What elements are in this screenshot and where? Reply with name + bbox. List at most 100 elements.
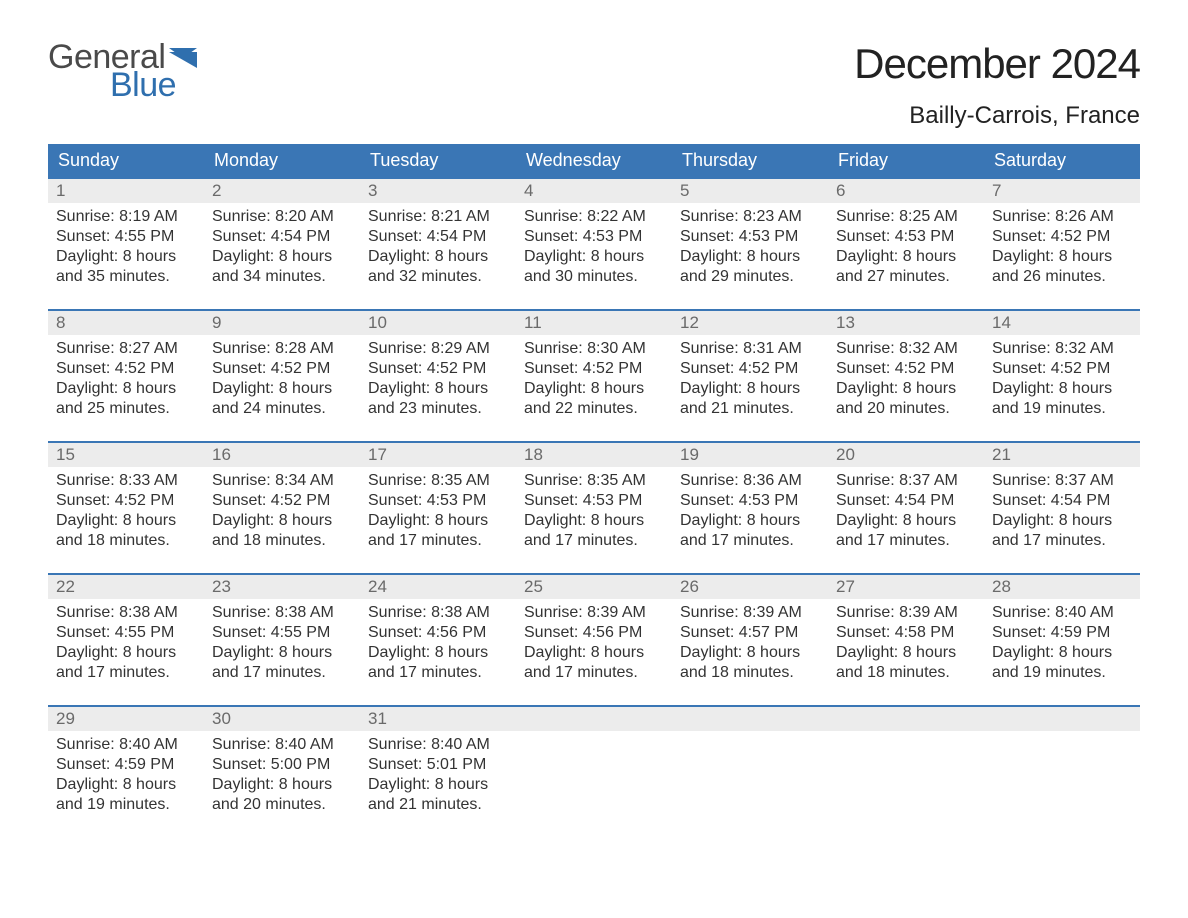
sunrise-text: Sunrise: 8:32 AM — [992, 339, 1132, 359]
weekday-header: Tuesday — [360, 144, 516, 178]
day-cell: Sunrise: 8:40 AMSunset: 4:59 PMDaylight:… — [984, 599, 1140, 706]
day-number-cell: 24 — [360, 574, 516, 599]
sunset-text: Sunset: 4:55 PM — [56, 623, 196, 643]
sunrise-text: Sunrise: 8:37 AM — [836, 471, 976, 491]
day-number-cell: 3 — [360, 178, 516, 203]
sunset-text: Sunset: 4:54 PM — [992, 491, 1132, 511]
calendar-table: Sunday Monday Tuesday Wednesday Thursday… — [48, 144, 1140, 837]
day-cell: Sunrise: 8:33 AMSunset: 4:52 PMDaylight:… — [48, 467, 204, 574]
weekday-header: Saturday — [984, 144, 1140, 178]
daylight-text: Daylight: 8 hours and 18 minutes. — [56, 511, 196, 551]
day-number-cell: 23 — [204, 574, 360, 599]
day-cell: Sunrise: 8:26 AMSunset: 4:52 PMDaylight:… — [984, 203, 1140, 310]
day-cell: Sunrise: 8:39 AMSunset: 4:57 PMDaylight:… — [672, 599, 828, 706]
day-cell: Sunrise: 8:37 AMSunset: 4:54 PMDaylight:… — [828, 467, 984, 574]
sunrise-text: Sunrise: 8:30 AM — [524, 339, 664, 359]
day-number-cell: 18 — [516, 442, 672, 467]
sunrise-text: Sunrise: 8:26 AM — [992, 207, 1132, 227]
day-cell: Sunrise: 8:28 AMSunset: 4:52 PMDaylight:… — [204, 335, 360, 442]
day-number-cell: 9 — [204, 310, 360, 335]
day-cell — [516, 731, 672, 837]
sunset-text: Sunset: 4:56 PM — [368, 623, 508, 643]
daylight-text: Daylight: 8 hours and 17 minutes. — [368, 643, 508, 683]
day-cell: Sunrise: 8:25 AMSunset: 4:53 PMDaylight:… — [828, 203, 984, 310]
sunrise-text: Sunrise: 8:27 AM — [56, 339, 196, 359]
day-number-cell: 15 — [48, 442, 204, 467]
daylight-text: Daylight: 8 hours and 19 minutes. — [992, 643, 1132, 683]
daynum-row: 22232425262728 — [48, 574, 1140, 599]
daylight-text: Daylight: 8 hours and 19 minutes. — [56, 775, 196, 815]
day-cell: Sunrise: 8:22 AMSunset: 4:53 PMDaylight:… — [516, 203, 672, 310]
day-number-cell: 22 — [48, 574, 204, 599]
day-number-cell: 29 — [48, 706, 204, 731]
day-number-cell: 27 — [828, 574, 984, 599]
day-number-cell: 25 — [516, 574, 672, 599]
sunrise-text: Sunrise: 8:39 AM — [836, 603, 976, 623]
day-number-cell: 31 — [360, 706, 516, 731]
sunset-text: Sunset: 4:57 PM — [680, 623, 820, 643]
sunset-text: Sunset: 4:55 PM — [56, 227, 196, 247]
daylight-text: Daylight: 8 hours and 30 minutes. — [524, 247, 664, 287]
day-cell: Sunrise: 8:31 AMSunset: 4:52 PMDaylight:… — [672, 335, 828, 442]
sunrise-text: Sunrise: 8:34 AM — [212, 471, 352, 491]
sunset-text: Sunset: 4:54 PM — [368, 227, 508, 247]
day-number-cell: 28 — [984, 574, 1140, 599]
daynum-row: 293031 — [48, 706, 1140, 731]
sunset-text: Sunset: 4:52 PM — [56, 359, 196, 379]
day-number-cell: 5 — [672, 178, 828, 203]
day-cell: Sunrise: 8:32 AMSunset: 4:52 PMDaylight:… — [828, 335, 984, 442]
day-cell: Sunrise: 8:23 AMSunset: 4:53 PMDaylight:… — [672, 203, 828, 310]
day-cell: Sunrise: 8:40 AMSunset: 4:59 PMDaylight:… — [48, 731, 204, 837]
day-number-cell: 7 — [984, 178, 1140, 203]
day-cell: Sunrise: 8:38 AMSunset: 4:55 PMDaylight:… — [204, 599, 360, 706]
daylight-text: Daylight: 8 hours and 17 minutes. — [212, 643, 352, 683]
day-cell: Sunrise: 8:40 AMSunset: 5:01 PMDaylight:… — [360, 731, 516, 837]
daylight-text: Daylight: 8 hours and 27 minutes. — [836, 247, 976, 287]
day-number-cell — [516, 706, 672, 731]
sunrise-text: Sunrise: 8:29 AM — [368, 339, 508, 359]
day-number-cell: 17 — [360, 442, 516, 467]
sunrise-text: Sunrise: 8:36 AM — [680, 471, 820, 491]
daylight-text: Daylight: 8 hours and 17 minutes. — [836, 511, 976, 551]
daylight-text: Daylight: 8 hours and 17 minutes. — [992, 511, 1132, 551]
weekday-header: Monday — [204, 144, 360, 178]
week-row: Sunrise: 8:40 AM Sunset: 4:59 PMDaylight:… — [48, 731, 1140, 837]
sunset-text: Sunset: 4:52 PM — [680, 359, 820, 379]
location: Bailly-Carrois, France — [854, 102, 1140, 130]
day-number-cell: 1 — [48, 178, 204, 203]
day-cell: Sunrise: 8:38 AMSunset: 4:55 PMDaylight:… — [48, 599, 204, 706]
daylight-text: Daylight: 8 hours and 17 minutes. — [680, 511, 820, 551]
day-cell: Sunrise: 8:35 AMSunset: 4:53 PMDaylight:… — [360, 467, 516, 574]
sunrise-text: Sunrise: 8:38 AM — [212, 603, 352, 623]
week-row: Sunrise: 8:27 AMSunset: 4:52 PMDaylight:… — [48, 335, 1140, 442]
sunrise-text: Sunrise: 8:35 AM — [368, 471, 508, 491]
sunset-text: Sunset: 4:59 PM — [56, 755, 196, 775]
sunrise-text: Sunrise: 8:21 AM — [368, 207, 508, 227]
day-cell: Sunrise: 8:39 AMSunset: 4:58 PMDaylight:… — [828, 599, 984, 706]
weekday-header-row: Sunday Monday Tuesday Wednesday Thursday… — [48, 144, 1140, 178]
day-number-cell: 12 — [672, 310, 828, 335]
sunrise-text: Sunrise: 8:32 AM — [836, 339, 976, 359]
daylight-text: Daylight: 8 hours and 23 minutes. — [368, 379, 508, 419]
sunrise-text: Sunrise: 8:40 AM — [368, 735, 508, 755]
sunrise-text: Sunrise: 8:31 AM — [680, 339, 820, 359]
sunset-text: Sunset: 5:00 PM — [212, 755, 352, 775]
brand-word2: Blue — [110, 68, 197, 102]
sunrise-text: Sunrise: 8:40 AM — [992, 603, 1132, 623]
daylight-text: Daylight: 8 hours and 17 minutes. — [56, 643, 196, 683]
daylight-text: Daylight: 8 hours and 19 minutes. — [992, 379, 1132, 419]
weekday-header: Friday — [828, 144, 984, 178]
daylight-text: Daylight: 8 hours and 17 minutes. — [524, 511, 664, 551]
weekday-header: Sunday — [48, 144, 204, 178]
day-cell: Sunrise: 8:21 AMSunset: 4:54 PMDaylight:… — [360, 203, 516, 310]
daylight-text: Daylight: 8 hours and 25 minutes. — [56, 379, 196, 419]
day-cell: Sunrise: 8:39 AMSunset: 4:56 PMDaylight:… — [516, 599, 672, 706]
day-cell: Sunrise: 8:19 AMSunset: 4:55 PMDaylight:… — [48, 203, 204, 310]
day-cell: Sunrise: 8:20 AMSunset: 4:54 PMDaylight:… — [204, 203, 360, 310]
sunrise-text: Sunrise: 8:28 AM — [212, 339, 352, 359]
week-row: Sunrise: 8:38 AMSunset: 4:55 PMDaylight:… — [48, 599, 1140, 706]
sunset-text: Sunset: 4:53 PM — [368, 491, 508, 511]
daylight-text: Daylight: 8 hours and 29 minutes. — [680, 247, 820, 287]
day-cell: Sunrise: 8:37 AMSunset: 4:54 PMDaylight:… — [984, 467, 1140, 574]
sunrise-text: Sunrise: 8:19 AM — [56, 207, 196, 227]
